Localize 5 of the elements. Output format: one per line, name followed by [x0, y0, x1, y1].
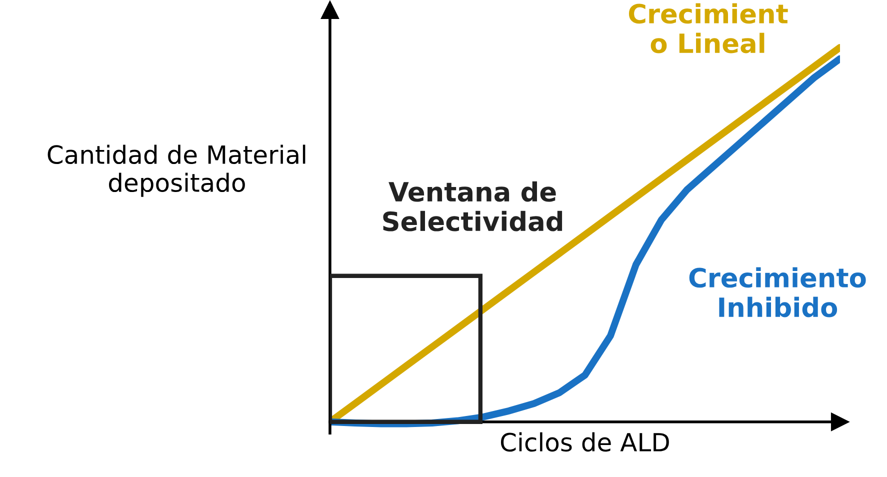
- series-label: Crecimient o Lineal: [628, 3, 788, 54]
- series-label: Crecimiento Inhibido: [689, 267, 866, 318]
- x-axis-title: Ciclos de ALD: [500, 432, 669, 452]
- annotation: Ventana de Selectividad: [383, 181, 562, 232]
- y-axis-title: Cantidad de Material depositado: [48, 144, 306, 197]
